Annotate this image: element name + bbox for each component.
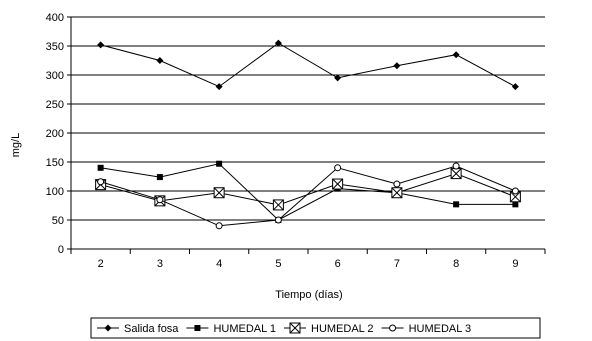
legend-box: [90, 317, 541, 339]
data-point: [216, 160, 223, 167]
x-tick-label: 3: [157, 258, 163, 270]
y-tick-label: 200: [46, 128, 64, 140]
y-tick-label: 100: [46, 186, 64, 198]
data-point: [97, 164, 104, 171]
x-tick-label: 9: [512, 258, 518, 270]
data-point: [332, 178, 344, 190]
data-point: [453, 201, 460, 208]
data-point: [274, 39, 282, 47]
y-tick-label: 300: [46, 70, 64, 82]
data-point: [393, 62, 401, 70]
data-point: [334, 74, 342, 82]
data-point: [156, 174, 163, 181]
y-tick-labels: 0 50 100 150 200 250 300 350 400: [46, 12, 64, 256]
data-point: [334, 164, 342, 172]
x-tick-label: 5: [275, 258, 281, 270]
legend-item: HUMEDAL 1: [186, 323, 276, 335]
series-line: [100, 42, 516, 88]
legend-label: HUMEDAL 1: [213, 323, 276, 335]
legend-item: HUMEDAL 3: [381, 323, 472, 335]
y-tick-label: 350: [46, 41, 64, 53]
grid-lines: [71, 16, 545, 221]
legend-marker: [289, 322, 301, 334]
x-tick-label: 6: [335, 258, 341, 270]
x-tick-labels: 2 3 4 5 6 7 8 9: [98, 258, 519, 270]
data-point: [511, 187, 519, 195]
series-humedal-3: [97, 162, 519, 230]
legend-item: HUMEDAL 2: [284, 322, 374, 335]
series-line: [100, 165, 516, 227]
data-point: [213, 187, 225, 199]
legend-label: HUMEDAL 2: [311, 323, 374, 335]
x-tick-label: 7: [394, 258, 400, 270]
data-point: [393, 180, 401, 188]
data-point: [215, 83, 223, 91]
x-tick-label: 4: [216, 258, 222, 270]
y-tick-label: 0: [58, 244, 64, 256]
data-point: [274, 216, 282, 224]
data-point: [272, 199, 284, 211]
legend-marker: [389, 324, 397, 332]
legend-label: HUMEDAL 3: [409, 323, 472, 335]
data-point: [156, 57, 164, 64]
series-salida-fosa: [97, 39, 519, 91]
x-tick-label: 2: [98, 258, 104, 270]
legend: Salida fosa HUMEDAL 1 HUMEDAL 2 HUMEDAL 3: [90, 317, 541, 339]
data-point: [97, 178, 105, 186]
data-point: [215, 222, 223, 230]
data-point: [452, 51, 460, 59]
legend-marker: [104, 324, 112, 332]
y-tick-label: 50: [52, 215, 64, 227]
legend-label: Salida fosa: [124, 323, 179, 335]
x-axis-label: Tiempo (días): [275, 289, 342, 301]
data-point: [450, 168, 462, 180]
data-point: [391, 187, 403, 199]
y-tick-label: 150: [46, 157, 64, 169]
y-axis-label: mg/L: [10, 133, 22, 157]
data-point: [156, 196, 164, 204]
x-tick-label: 8: [453, 258, 459, 270]
data-point: [512, 201, 519, 208]
axes: [67, 16, 546, 254]
y-tick-label: 250: [46, 99, 64, 111]
legend-item: Salida fosa: [97, 323, 179, 335]
data-point: [511, 83, 519, 91]
y-tick-label: 400: [46, 12, 64, 24]
data-point: [97, 41, 105, 49]
series-lines: [95, 39, 521, 230]
legend-marker: [194, 325, 201, 331]
series-line: [100, 163, 516, 221]
data-point: [452, 162, 460, 170]
